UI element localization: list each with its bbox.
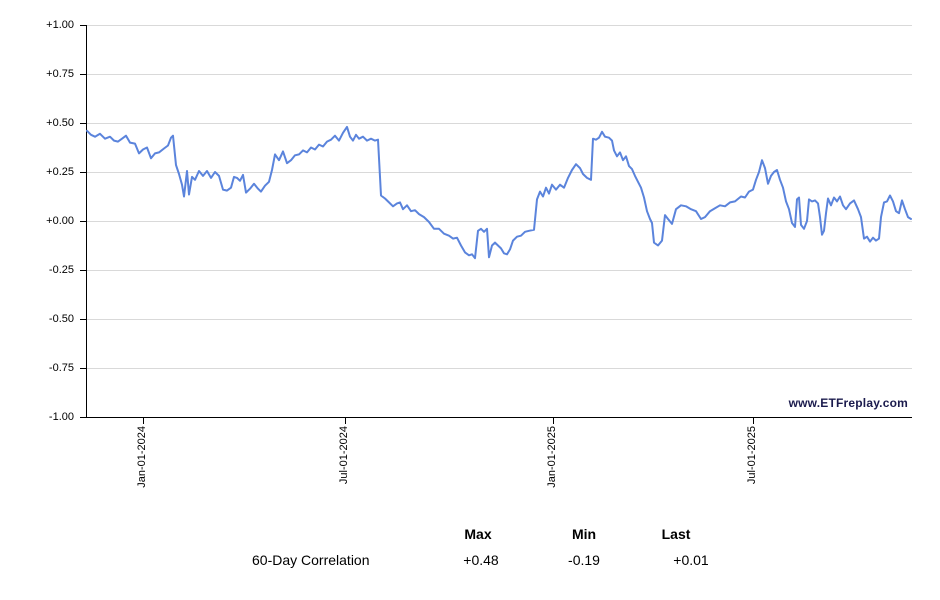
y-gridline xyxy=(87,172,912,173)
x-axis-tick xyxy=(143,418,144,424)
max-value: +0.48 xyxy=(463,552,499,568)
y-axis-label: -0.75 xyxy=(48,362,74,374)
x-axis-tick xyxy=(753,418,754,424)
y-axis-label: -1.00 xyxy=(48,411,74,423)
y-axis-tick xyxy=(80,221,86,222)
watermark: www.ETFreplay.com xyxy=(788,396,908,410)
plot-area xyxy=(86,25,912,418)
chart-svg xyxy=(86,125,912,260)
y-axis-label: +0.75 xyxy=(46,68,74,80)
y-gridline xyxy=(87,74,912,75)
y-axis-tick xyxy=(80,270,86,271)
last-value: +0.01 xyxy=(673,552,709,568)
y-axis-tick xyxy=(80,74,86,75)
y-axis-tick xyxy=(80,417,86,418)
y-axis-label: +0.25 xyxy=(46,166,74,178)
x-axis-label: Jan-01-2024 xyxy=(136,426,148,488)
col-header-max: Max xyxy=(464,526,492,542)
x-axis-tick xyxy=(553,418,554,424)
x-axis-label: Jul-01-2025 xyxy=(746,426,758,485)
y-gridline xyxy=(87,123,912,124)
y-gridline xyxy=(87,25,912,26)
col-header-min: Min xyxy=(571,526,597,542)
x-axis-tick xyxy=(345,418,346,424)
col-header-last: Last xyxy=(661,526,691,542)
y-axis-tick xyxy=(80,25,86,26)
y-axis-label: +1.00 xyxy=(46,19,74,31)
y-gridline xyxy=(87,270,912,271)
y-axis-label: -0.50 xyxy=(48,313,74,325)
series-row-label: 60-Day Correlation xyxy=(252,552,370,568)
y-gridline xyxy=(87,319,912,320)
x-axis-label: Jan-01-2025 xyxy=(546,426,558,488)
y-axis-label: +0.00 xyxy=(46,215,74,227)
y-axis-tick xyxy=(80,123,86,124)
y-gridline xyxy=(87,221,912,222)
y-axis-tick xyxy=(80,319,86,320)
y-axis-label: -0.25 xyxy=(48,264,74,276)
y-gridline xyxy=(87,368,912,369)
x-axis-label: Jul-01-2024 xyxy=(338,426,350,485)
y-axis-tick xyxy=(80,368,86,369)
y-axis-tick xyxy=(80,172,86,173)
y-axis-label: +0.50 xyxy=(46,117,74,129)
min-value: -0.19 xyxy=(568,552,600,568)
correlation-line xyxy=(86,125,912,260)
